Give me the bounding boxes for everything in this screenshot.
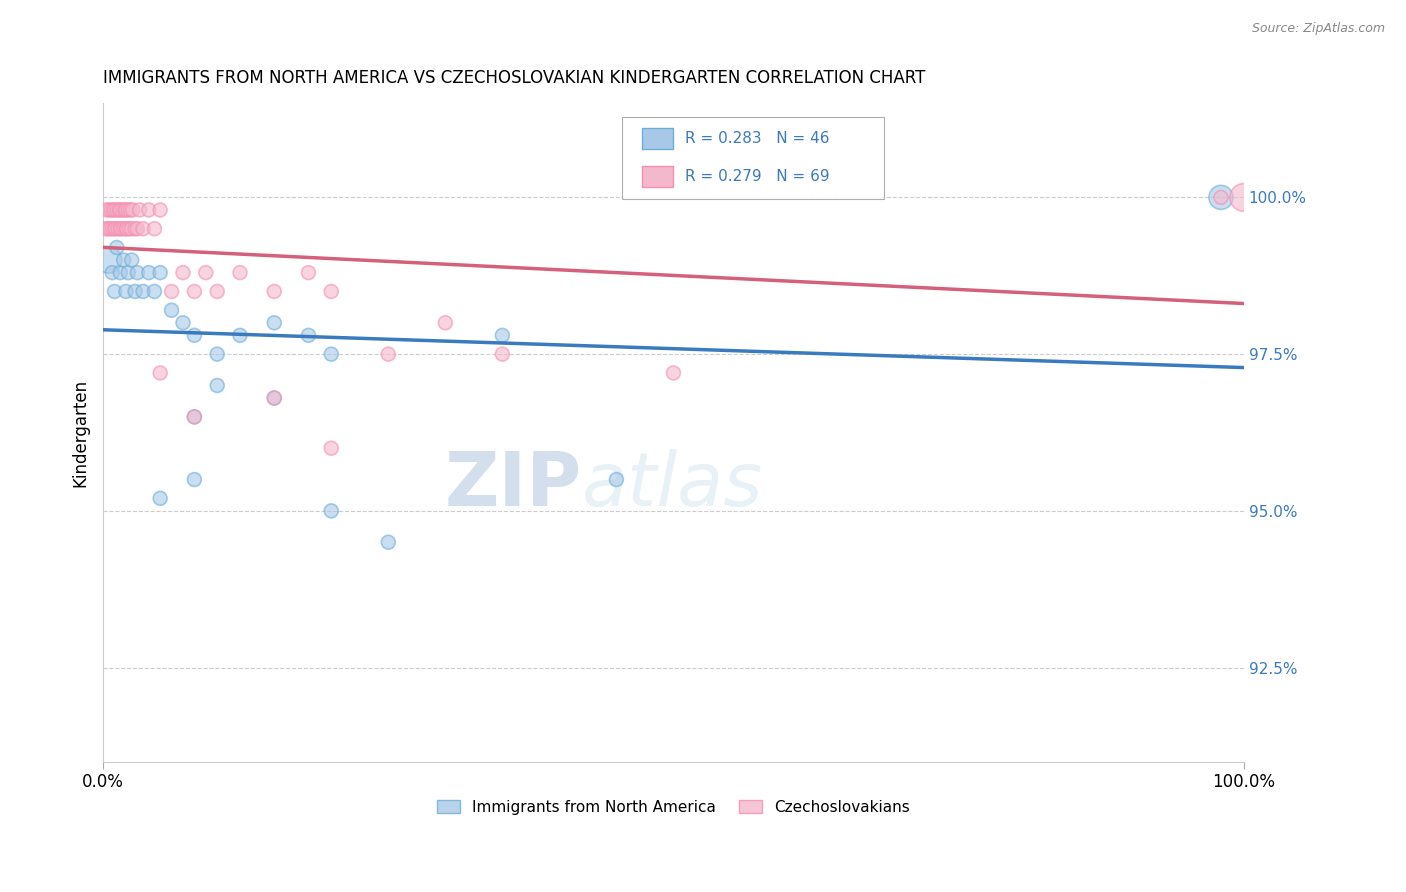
FancyBboxPatch shape [641, 166, 673, 187]
Point [183, 409, 205, 424]
Point [138, 266, 160, 280]
Point [118, 221, 141, 235]
Point [1209, 190, 1232, 204]
Point [107, 221, 129, 235]
Point [172, 316, 194, 330]
Point [124, 221, 146, 235]
Point [149, 366, 172, 380]
Point [321, 285, 343, 299]
Point [321, 441, 343, 455]
Point [110, 221, 132, 235]
Point [103, 221, 125, 235]
Point [101, 221, 124, 235]
Text: atlas: atlas [582, 450, 763, 521]
Point [183, 285, 205, 299]
Point [1233, 190, 1256, 204]
Point [104, 221, 127, 235]
Point [112, 221, 135, 235]
Point [108, 202, 131, 217]
Point [121, 253, 143, 268]
Point [183, 328, 205, 343]
Point [115, 221, 138, 235]
Point [1209, 190, 1232, 204]
Point [115, 202, 138, 217]
Point [149, 491, 172, 506]
Point [297, 328, 319, 343]
Text: Source: ZipAtlas.com: Source: ZipAtlas.com [1251, 22, 1385, 36]
Point [183, 409, 205, 424]
Point [115, 285, 138, 299]
Point [97, 202, 120, 217]
Point [138, 202, 160, 217]
Point [103, 285, 125, 299]
Point [97, 253, 120, 268]
Point [110, 266, 132, 280]
Point [103, 202, 125, 217]
Text: IMMIGRANTS FROM NORTH AMERICA VS CZECHOSLOVAKIAN KINDERGARTEN CORRELATION CHART: IMMIGRANTS FROM NORTH AMERICA VS CZECHOS… [103, 69, 925, 87]
Point [491, 347, 513, 361]
Point [112, 253, 135, 268]
Legend: Immigrants from North America, Czechoslovakians: Immigrants from North America, Czechoslo… [430, 794, 915, 821]
Point [160, 285, 183, 299]
Point [100, 202, 122, 217]
Point [117, 202, 139, 217]
Point [229, 328, 252, 343]
Point [263, 285, 285, 299]
Point [110, 202, 132, 217]
Text: R = 0.279   N = 69: R = 0.279 N = 69 [685, 169, 830, 184]
Point [605, 473, 627, 487]
Point [110, 221, 132, 235]
Point [127, 221, 149, 235]
Point [98, 221, 121, 235]
Point [662, 366, 685, 380]
Point [132, 285, 155, 299]
Point [491, 328, 513, 343]
Point [143, 285, 166, 299]
Point [105, 202, 128, 217]
Point [183, 473, 205, 487]
Point [194, 266, 217, 280]
Y-axis label: Kindergarten: Kindergarten [72, 378, 89, 486]
Text: ZIP: ZIP [444, 449, 582, 522]
Point [124, 285, 146, 299]
Point [117, 266, 139, 280]
Point [321, 347, 343, 361]
Point [97, 221, 120, 235]
Point [132, 221, 155, 235]
Point [115, 221, 138, 235]
Point [111, 202, 134, 217]
FancyBboxPatch shape [621, 117, 884, 199]
Point [263, 391, 285, 405]
Point [120, 202, 142, 217]
Point [105, 241, 128, 255]
Point [263, 391, 285, 405]
Point [149, 266, 172, 280]
Point [101, 266, 124, 280]
Point [297, 266, 319, 280]
Point [128, 202, 150, 217]
Point [143, 221, 166, 235]
Point [377, 347, 399, 361]
Point [263, 316, 285, 330]
Text: R = 0.283   N = 46: R = 0.283 N = 46 [685, 131, 830, 146]
Point [434, 316, 457, 330]
FancyBboxPatch shape [641, 128, 673, 149]
Point [229, 266, 252, 280]
Point [127, 266, 149, 280]
Point [205, 378, 228, 392]
Point [160, 303, 183, 318]
Point [172, 266, 194, 280]
Point [94, 221, 117, 235]
Point [103, 202, 125, 217]
Point [321, 504, 343, 518]
Point [96, 202, 118, 217]
Point [121, 221, 143, 235]
Point [121, 202, 143, 217]
Point [149, 202, 172, 217]
Point [205, 347, 228, 361]
Point [377, 535, 399, 549]
Point [114, 202, 136, 217]
Point [205, 285, 228, 299]
